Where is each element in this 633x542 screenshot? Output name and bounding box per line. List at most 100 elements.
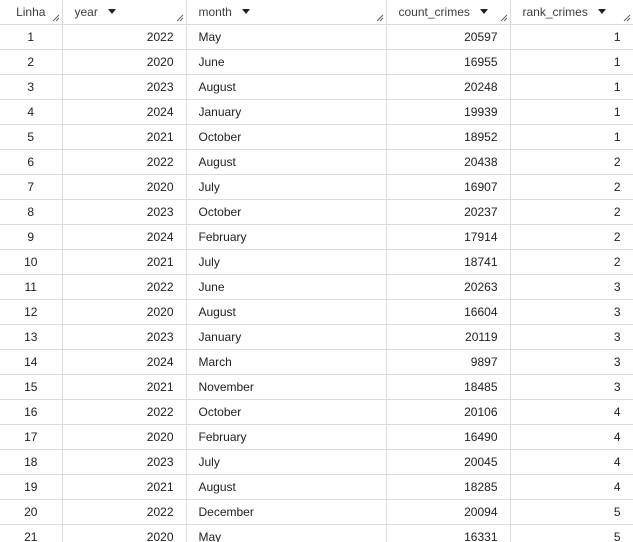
column-header-month[interactable]: month (186, 0, 387, 25)
table-row[interactable]: 18 2023 July 20045 4 (0, 449, 633, 475)
cell-rank-crimes: 2 (510, 199, 633, 225)
table-row[interactable]: 11 2022 June 20263 3 (0, 274, 633, 300)
cell-year: 2022 (62, 274, 187, 300)
cell-linha: 19 (0, 474, 63, 500)
sort-arrow-icon[interactable] (479, 9, 488, 15)
cell-linha: 9 (0, 224, 63, 250)
cell-month: February (186, 424, 387, 450)
cell-month: July (186, 449, 387, 475)
cell-month: January (186, 324, 387, 350)
table-row[interactable]: 19 2021 August 18285 4 (0, 474, 633, 500)
column-header-label: year (74, 5, 98, 19)
table-row[interactable]: 4 2024 January 19939 1 (0, 99, 633, 125)
cell-count-crimes: 17914 (386, 224, 511, 250)
cell-month: August (186, 74, 387, 100)
cell-count-crimes: 19939 (386, 99, 511, 125)
cell-count-crimes: 18285 (386, 474, 511, 500)
cell-month: October (186, 124, 387, 150)
cell-linha: 5 (0, 124, 63, 150)
table-row[interactable]: 7 2020 July 16907 2 (0, 174, 633, 200)
cell-rank-crimes: 2 (510, 224, 633, 250)
sort-arrow-icon[interactable] (597, 9, 606, 15)
cell-rank-crimes: 1 (510, 99, 633, 125)
table-row[interactable]: 15 2021 November 18485 3 (0, 374, 633, 400)
cell-year: 2022 (62, 149, 187, 175)
cell-linha: 10 (0, 249, 63, 275)
cell-count-crimes: 20248 (386, 74, 511, 100)
cell-year: 2021 (62, 474, 187, 500)
cell-count-crimes: 18741 (386, 249, 511, 275)
cell-count-crimes: 16907 (386, 174, 511, 200)
sort-arrow-icon[interactable] (241, 9, 250, 15)
cell-count-crimes: 16331 (386, 524, 511, 542)
table-row[interactable]: 14 2024 March 9897 3 (0, 349, 633, 375)
column-header-label: Linha (16, 5, 46, 19)
cell-count-crimes: 16490 (386, 424, 511, 450)
cell-count-crimes: 16604 (386, 299, 511, 325)
cell-count-crimes: 18952 (386, 124, 511, 150)
cell-year: 2022 (62, 499, 187, 525)
table-row[interactable]: 2 2020 June 16955 1 (0, 49, 633, 75)
table-row[interactable]: 13 2023 January 20119 3 (0, 324, 633, 350)
cell-count-crimes: 20094 (386, 499, 511, 525)
table-row[interactable]: 17 2020 February 16490 4 (0, 424, 633, 450)
table-row[interactable]: 16 2022 October 20106 4 (0, 399, 633, 425)
cell-year: 2023 (62, 199, 187, 225)
column-resize-handle-icon[interactable] (176, 14, 184, 22)
cell-rank-crimes: 1 (510, 49, 633, 75)
table-row[interactable]: 12 2020 August 16604 3 (0, 299, 633, 325)
sort-arrow-icon[interactable] (107, 9, 116, 15)
column-header-year[interactable]: year (62, 0, 187, 25)
cell-year: 2022 (62, 399, 187, 425)
cell-month: June (186, 274, 387, 300)
cell-month: June (186, 49, 387, 75)
column-header-rank-crimes[interactable]: rank_crimes (510, 0, 633, 25)
column-header-count-crimes[interactable]: count_crimes (386, 0, 511, 25)
column-header-linha[interactable]: Linha (0, 0, 63, 25)
table-row[interactable]: 8 2023 October 20237 2 (0, 199, 633, 225)
cell-linha: 18 (0, 449, 63, 475)
cell-month: August (186, 299, 387, 325)
cell-month: October (186, 399, 387, 425)
cell-year: 2020 (62, 524, 187, 542)
cell-month: February (186, 224, 387, 250)
cell-linha: 3 (0, 74, 63, 100)
column-resize-handle-icon[interactable] (500, 14, 508, 22)
cell-count-crimes: 20237 (386, 199, 511, 225)
cell-linha: 2 (0, 49, 63, 75)
cell-month: October (186, 199, 387, 225)
column-resize-handle-icon[interactable] (52, 14, 60, 22)
cell-year: 2020 (62, 424, 187, 450)
cell-rank-crimes: 4 (510, 399, 633, 425)
cell-rank-crimes: 1 (510, 24, 633, 50)
column-resize-handle-icon[interactable] (623, 14, 631, 22)
cell-month: May (186, 524, 387, 542)
cell-linha: 20 (0, 499, 63, 525)
cell-linha: 6 (0, 149, 63, 175)
cell-year: 2020 (62, 49, 187, 75)
cell-month: July (186, 249, 387, 275)
column-resize-handle-icon[interactable] (376, 14, 384, 22)
cell-year: 2022 (62, 24, 187, 50)
table-row[interactable]: 10 2021 July 18741 2 (0, 249, 633, 275)
cell-count-crimes: 20438 (386, 149, 511, 175)
cell-count-crimes: 9897 (386, 349, 511, 375)
cell-count-crimes: 18485 (386, 374, 511, 400)
table-row[interactable]: 1 2022 May 20597 1 (0, 24, 633, 50)
cell-linha: 13 (0, 324, 63, 350)
table-row[interactable]: 3 2023 August 20248 1 (0, 74, 633, 100)
table-row[interactable]: 9 2024 February 17914 2 (0, 224, 633, 250)
cell-linha: 16 (0, 399, 63, 425)
cell-rank-crimes: 5 (510, 499, 633, 525)
table-row[interactable]: 6 2022 August 20438 2 (0, 149, 633, 175)
cell-rank-crimes: 1 (510, 124, 633, 150)
cell-rank-crimes: 2 (510, 174, 633, 200)
cell-year: 2020 (62, 299, 187, 325)
table-row[interactable]: 5 2021 October 18952 1 (0, 124, 633, 150)
table-row[interactable]: 20 2022 December 20094 5 (0, 499, 633, 525)
cell-year: 2021 (62, 374, 187, 400)
table-row[interactable]: 21 2020 May 16331 5 (0, 524, 633, 542)
cell-count-crimes: 16955 (386, 49, 511, 75)
